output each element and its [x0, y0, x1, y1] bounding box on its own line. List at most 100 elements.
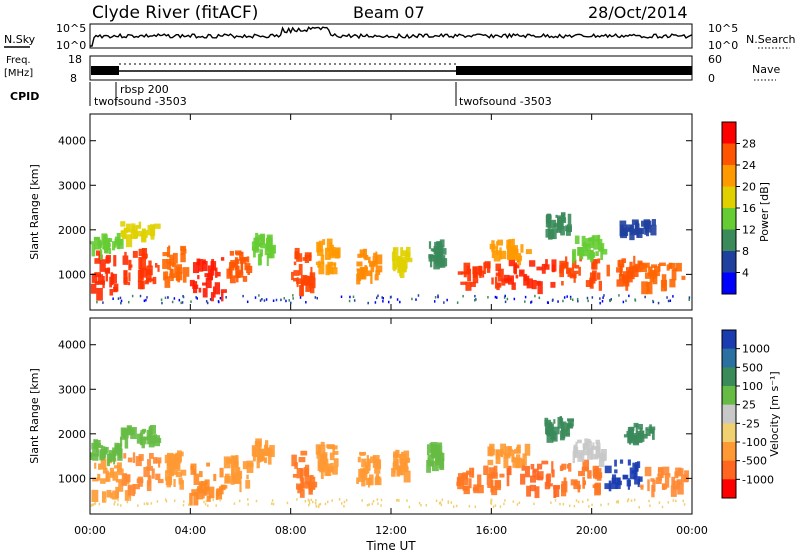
scatter-cell	[595, 439, 600, 445]
scatter-cell	[213, 473, 217, 482]
scatter-cell	[551, 299, 554, 302]
scatter-cell	[623, 434, 631, 438]
scatter-cell	[198, 259, 204, 272]
scatter-cell	[128, 272, 131, 282]
scatter-cell	[595, 482, 601, 495]
scatter-cell	[688, 298, 690, 302]
scatter-cell	[192, 469, 197, 474]
scatter-cell	[206, 495, 211, 502]
scatter-cell	[641, 220, 648, 227]
scatter-cell	[173, 297, 176, 300]
scatter-cell	[204, 502, 207, 506]
scatter-cell	[487, 459, 494, 466]
scatter-cell	[568, 463, 572, 472]
scatter-cell	[561, 463, 567, 470]
scatter-cell	[132, 452, 136, 463]
scatter-cell	[359, 451, 367, 456]
scatter-cell	[141, 437, 145, 449]
scatter-cell	[576, 297, 579, 301]
scatter-cell	[641, 433, 648, 439]
scatter-cell	[400, 247, 404, 257]
scatter-cell	[219, 296, 222, 300]
scatter-cell	[91, 489, 99, 502]
scatter-cell	[310, 498, 313, 502]
scatter-cell	[546, 430, 554, 443]
scatter-cell	[375, 473, 380, 485]
ytick-label: 3000	[58, 383, 86, 396]
scatter-cell	[530, 300, 533, 304]
scatter-cell	[255, 499, 258, 503]
scatter-cell	[359, 249, 366, 257]
scatter-cell	[577, 247, 583, 256]
scatter-cell	[242, 294, 244, 298]
scatter-cell	[370, 266, 375, 273]
scatter-cell	[496, 241, 499, 246]
scatter-cell	[591, 261, 596, 269]
scatter-cell	[507, 465, 512, 476]
scatter-cell	[437, 442, 443, 447]
scatter-cell	[560, 225, 565, 236]
scatter-cell	[638, 433, 643, 443]
colorbar-tick-label: -1000	[742, 473, 774, 486]
scatter-cell	[439, 452, 445, 461]
scatter-cell	[671, 269, 677, 281]
scatter-cell	[332, 466, 338, 475]
nsearch-label: N.Search	[746, 33, 796, 46]
scatter-cell	[545, 215, 549, 228]
scatter-cell	[120, 230, 124, 238]
scatter-cell	[675, 499, 677, 503]
scatter-cell	[499, 247, 502, 260]
scatter-cell	[463, 273, 467, 278]
scatter-cell	[96, 287, 103, 301]
scatter-cell	[474, 505, 477, 508]
scatter-cell	[439, 501, 442, 504]
scatter-cell	[113, 453, 116, 465]
scatter-cell	[212, 286, 216, 298]
scatter-cell	[323, 452, 328, 462]
scatter-cell	[265, 298, 268, 301]
scatter-cell	[619, 220, 627, 226]
nsky-trace	[90, 26, 693, 47]
scatter-cell	[361, 499, 363, 502]
velocity-yaxis: 1000 2000 3000 4000	[58, 339, 692, 485]
scatter-cell	[329, 242, 333, 249]
scatter-cell	[120, 301, 122, 305]
scatter-cell	[569, 273, 577, 279]
scatter-cell	[585, 238, 590, 248]
date-title: 28/Oct/2014	[588, 3, 688, 22]
cpid-seg-2: rbsp 200	[120, 83, 169, 96]
scatter-cell	[420, 504, 422, 507]
scatter-cell	[560, 484, 567, 497]
scatter-cell	[524, 295, 527, 299]
scatter-cell	[206, 462, 210, 467]
scatter-cell	[503, 502, 505, 506]
colorbar-swatch	[722, 251, 736, 273]
scatter-cell	[682, 499, 684, 503]
scatter-cell	[615, 500, 618, 504]
ytick-label: 2000	[58, 428, 86, 441]
scatter-cell	[182, 503, 185, 507]
scatter-cell	[105, 498, 107, 502]
scatter-cell	[564, 430, 568, 437]
scatter-cell	[511, 282, 516, 290]
scatter-cell	[594, 259, 598, 265]
scatter-cell	[503, 456, 509, 469]
scatter-cell	[658, 501, 661, 504]
scatter-cell	[207, 504, 209, 507]
scatter-cell	[207, 265, 215, 276]
scatter-cell	[389, 296, 392, 299]
scatter-cell	[215, 267, 218, 278]
cpid-label: CPID	[10, 90, 39, 103]
scatter-cell	[96, 300, 98, 304]
scatter-cell	[304, 254, 310, 263]
scatter-cell	[455, 504, 458, 508]
scatter-cell	[652, 299, 654, 303]
scatter-cell	[182, 276, 187, 283]
scatter-cell	[490, 501, 492, 505]
scatter-cell	[649, 504, 651, 508]
colorbar-tick-label: -500	[742, 455, 767, 468]
scatter-cell	[496, 282, 500, 291]
scatter-cell	[205, 499, 208, 503]
scatter-cell	[506, 245, 509, 250]
colorbar-swatch	[722, 186, 736, 209]
